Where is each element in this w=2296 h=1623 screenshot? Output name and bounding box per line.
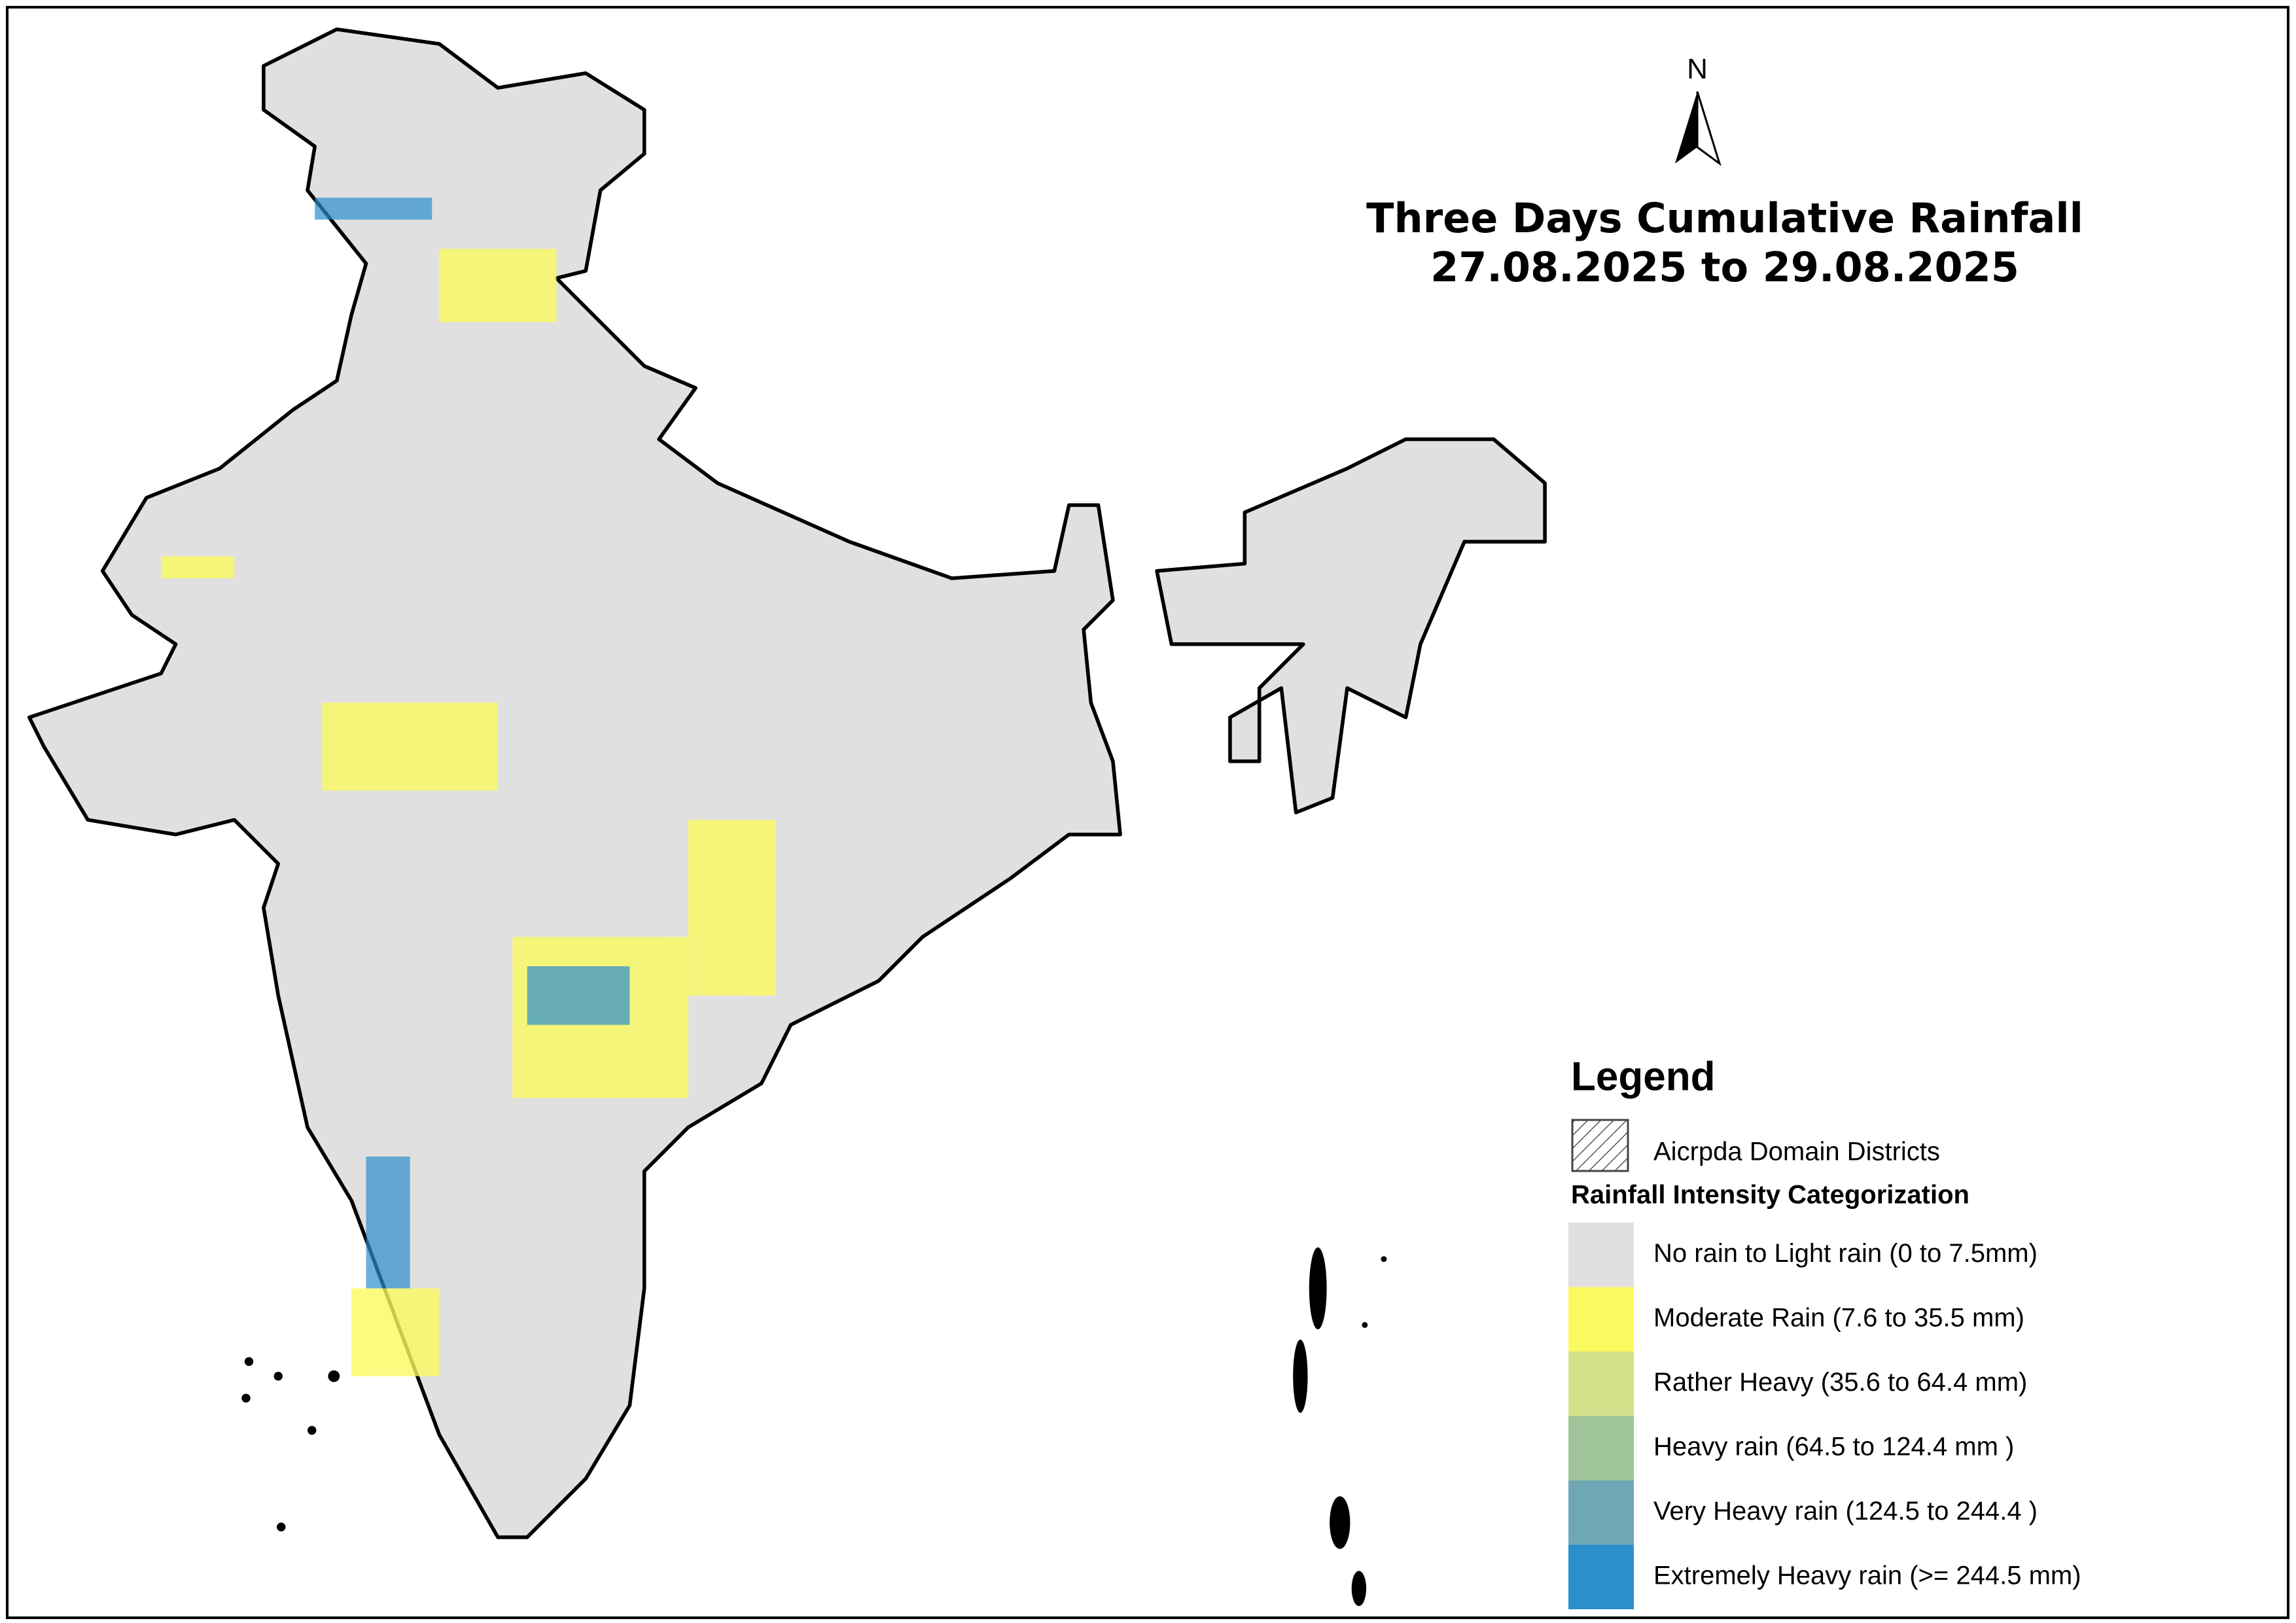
frame: [6, 6, 2289, 1619]
rain-patches: [161, 249, 777, 1376]
legend-title: Legend: [1571, 1054, 1715, 1099]
islands: [241, 1247, 1387, 1607]
legend-heading: Rainfall Intensity Categorization: [1571, 1181, 1969, 1210]
northeast: [1155, 437, 1547, 814]
north-arrow: [1675, 92, 1697, 164]
legend-label: Moderate Rain (7.6 to 35.5 mm): [1653, 1303, 2024, 1332]
legend-swatch: [1568, 1223, 1634, 1287]
legend-label: Very Heavy rain (124.5 to 244.4 ): [1653, 1497, 2038, 1526]
legend-label: Aicrpda Domain Districts: [1653, 1138, 1940, 1166]
legend-swatch: [1568, 1416, 1634, 1480]
legend-swatch: [1568, 1287, 1634, 1352]
title: Three Days Cumulative Rainfall: [1366, 194, 2083, 242]
legend-swatch: [1568, 1480, 1634, 1545]
heavy-patches: [315, 198, 630, 1289]
north-arrow: [1696, 91, 1722, 166]
legend-label: Rather Heavy (35.6 to 64.4 mm): [1653, 1368, 2027, 1397]
legend-swatch: [1568, 1352, 1634, 1416]
subtitle: 27.08.2025 to 29.08.2025: [1430, 243, 2019, 291]
mainland: [27, 27, 1122, 1539]
legend-label: Extremely Heavy rain (>= 244.5 mm): [1653, 1561, 2081, 1590]
legend-label: No rain to Light rain (0 to 7.5mm): [1653, 1239, 2038, 1268]
india-map: [27, 27, 1547, 1607]
hatch-swatch: [1571, 1119, 1629, 1172]
legend-swatch: [1568, 1544, 1634, 1609]
legend: Legend Aicrpda Domain Districts Rainfall…: [1568, 1054, 2081, 1609]
north-label: N: [1687, 53, 1708, 85]
legend-label: Heavy rain (64.5 to 124.4 mm ): [1653, 1432, 2014, 1461]
